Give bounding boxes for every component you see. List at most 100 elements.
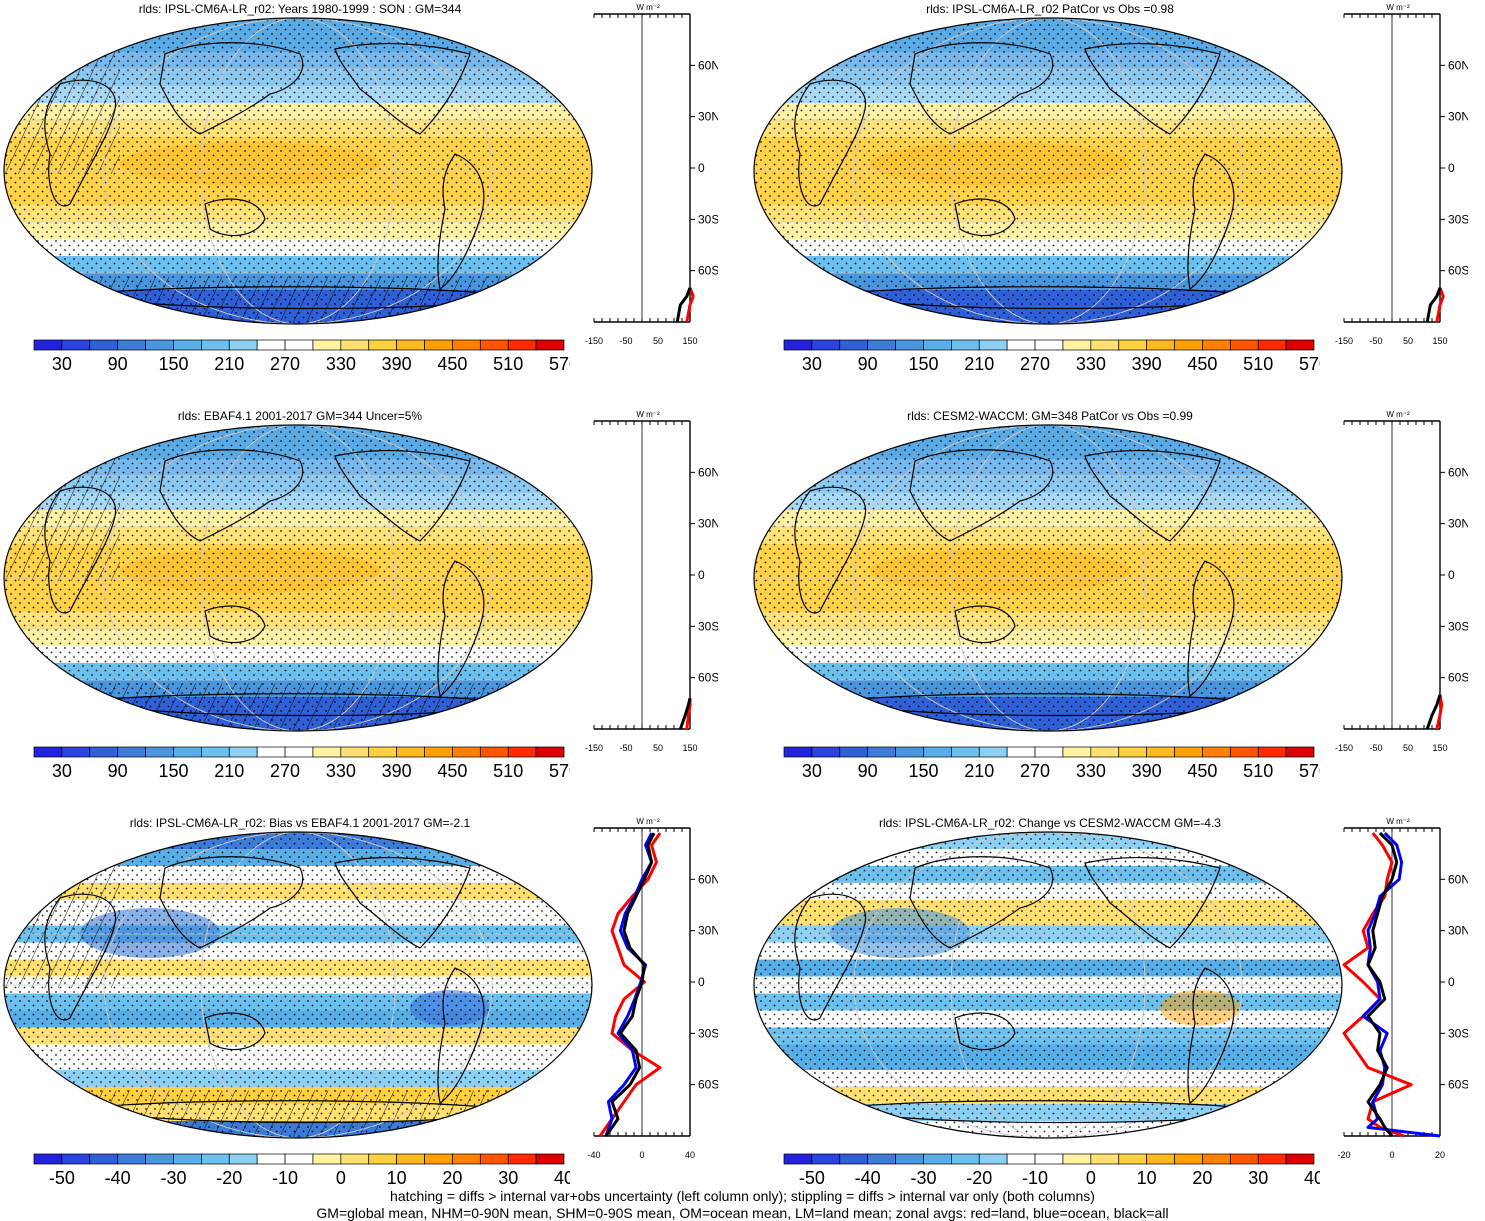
panel-3: rlds: EBAF4.1 2001-2017 GM=344 Uncer=5% … — [0, 407, 742, 813]
colorbar-segment — [368, 339, 397, 351]
colorbar-segment — [1174, 1153, 1203, 1165]
zonal-tick-label: -50 — [1369, 336, 1382, 346]
graticule-line — [103, 832, 493, 1138]
colorbar-segment — [923, 339, 952, 351]
lat-tick-label: 60S — [698, 1078, 718, 1092]
colorbar-segment — [396, 339, 425, 351]
colorbar-label: 510 — [1243, 354, 1273, 374]
lat-tick-label: 30N — [698, 110, 718, 124]
colorbar-label: 270 — [270, 761, 300, 781]
colorbar-segment — [839, 746, 869, 758]
map-field — [4, 18, 592, 324]
colorbar-segment — [424, 746, 453, 758]
colorbar-segment — [1062, 1153, 1092, 1165]
lat-tick-label: 60N — [698, 465, 718, 479]
colorbar-label: 570 — [1299, 354, 1320, 374]
panel-4: rlds: CESM2-WACCM: GM=348 PatCor vs Obs … — [750, 407, 1485, 813]
colorbar-segment — [1118, 339, 1147, 351]
colorbar-segment — [895, 1153, 924, 1165]
colorbar-segment — [452, 746, 481, 758]
world-map — [3, 424, 593, 732]
colorbar-segment — [33, 1153, 63, 1165]
colorbar: 3090150210270330390450510570630 — [33, 339, 570, 374]
colorbar: -50-40-30-20-1001020304050 — [33, 1153, 570, 1188]
colorbar: -50-40-30-20-1001020304050 — [783, 1153, 1320, 1188]
zonal-series-ocean — [1361, 832, 1441, 1138]
colorbar-segment — [1034, 746, 1064, 758]
colorbar-segment — [1202, 746, 1231, 758]
colorbar-label: 30 — [52, 354, 72, 374]
colorbar-segment — [33, 339, 63, 351]
colorbar-segment — [33, 746, 63, 758]
zonal-tick-label: -40 — [587, 1150, 600, 1160]
colorbar-segment — [951, 1153, 980, 1165]
colorbar-segment — [839, 1153, 869, 1165]
footer-note-1: hatching = diffs > internal var+obs unce… — [390, 1188, 1095, 1204]
colorbar-segment — [1006, 1153, 1036, 1165]
coastline — [44, 893, 117, 1021]
colorbar-label: -20 — [216, 1168, 242, 1188]
lat-tick-label: 30S — [1448, 1026, 1468, 1040]
zonal-tick-label: -20 — [1337, 1150, 1350, 1160]
coastline — [1084, 449, 1221, 542]
lat-tick-label: 30S — [698, 619, 718, 633]
colorbar-label: -10 — [272, 1168, 298, 1188]
zonal-series-all — [604, 832, 656, 1137]
world-map — [753, 424, 1343, 732]
lat-tick-label: 30S — [1448, 619, 1468, 633]
lat-tick-label: 60S — [1448, 264, 1468, 278]
coastline — [1084, 42, 1221, 135]
colorbar-segment — [1174, 746, 1203, 758]
colorbar-segment — [783, 339, 813, 351]
lat-tick-label: 30N — [698, 924, 718, 938]
world-map — [3, 17, 593, 325]
colorbar-segment — [1146, 1153, 1175, 1165]
coastline — [159, 449, 304, 542]
lat-tick-label: 0 — [698, 975, 705, 989]
lat-tick-label: 60N — [1448, 58, 1468, 72]
graticule-line — [853, 832, 1243, 1138]
footer-note-2: GM=global mean, NHM=0-90N mean, SHM=0-90… — [316, 1205, 1169, 1221]
colorbar-label: 270 — [1020, 761, 1050, 781]
hatching — [4, 1090, 592, 1138]
colorbar-segment — [535, 1153, 565, 1165]
units-label: W m⁻² — [636, 410, 660, 419]
colorbar-label: 270 — [270, 354, 300, 374]
colorbar-segment — [228, 746, 258, 758]
colorbar-label: 30 — [802, 761, 822, 781]
zonal-tick-label: 50 — [1403, 336, 1413, 346]
colorbar-segment — [284, 1153, 314, 1165]
colorbar-segment — [1229, 1153, 1259, 1165]
colorbar-segment — [145, 746, 174, 758]
colorbar-segment — [173, 746, 202, 758]
zonal-series-all — [1425, 287, 1442, 323]
map-border — [3, 424, 593, 732]
coastline — [1187, 560, 1235, 697]
colorbar-label: -20 — [966, 1168, 992, 1188]
colorbar-segment — [1062, 339, 1092, 351]
zonal-tick-label: 50 — [653, 336, 663, 346]
colorbar-segment — [1090, 339, 1120, 351]
panel-title: rlds: IPSL-CM6A-LR_r02: Bias vs EBAF4.1 … — [129, 816, 471, 830]
units-label: W m⁻² — [1386, 410, 1410, 419]
zonal-series-land — [1435, 287, 1445, 323]
colorbar-label: 390 — [1132, 761, 1162, 781]
map-border — [753, 17, 1343, 325]
colorbar-segment — [340, 746, 370, 758]
colorbar-label: 450 — [437, 761, 467, 781]
world-map — [753, 831, 1343, 1139]
units-label: W m⁻² — [636, 3, 660, 12]
map-field — [4, 425, 592, 731]
zonal-tick-label: 150 — [1432, 336, 1447, 346]
colorbar-segment — [117, 746, 146, 758]
colorbar-segment — [923, 746, 952, 758]
coastline — [954, 198, 1016, 237]
coastline — [794, 79, 867, 207]
map-field — [754, 832, 1342, 1138]
colorbar-segment — [201, 1153, 230, 1165]
coastline — [334, 42, 471, 135]
lat-tick-label: 0 — [1448, 161, 1455, 175]
colorbar-label: 390 — [382, 761, 412, 781]
hatching — [4, 18, 120, 174]
colorbar-label: 270 — [1020, 354, 1050, 374]
